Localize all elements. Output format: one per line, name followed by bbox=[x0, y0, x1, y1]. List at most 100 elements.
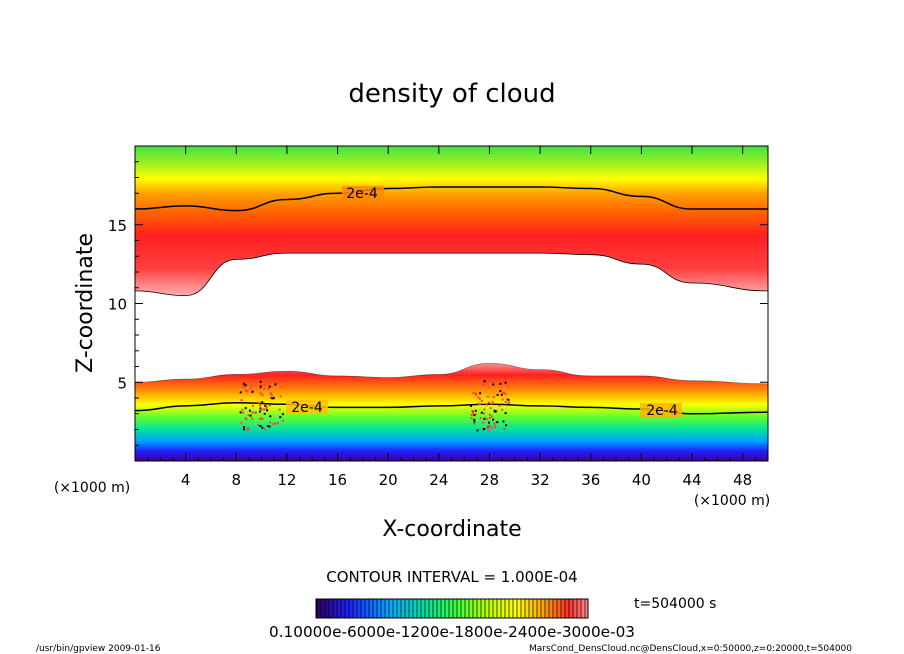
noise-dot bbox=[507, 398, 510, 401]
x-tick-label: 24 bbox=[429, 471, 448, 489]
x-tick-label: 32 bbox=[531, 471, 550, 489]
noise-dot bbox=[486, 395, 489, 398]
noise-dot bbox=[485, 427, 488, 430]
noise-dot bbox=[490, 402, 493, 405]
noise-dot bbox=[262, 408, 265, 411]
noise-dot bbox=[251, 404, 254, 407]
noise-dot bbox=[263, 383, 266, 386]
noise-dot bbox=[251, 390, 254, 393]
noise-dot bbox=[481, 383, 484, 386]
noise-dot bbox=[259, 417, 262, 420]
noise-dot bbox=[281, 380, 284, 383]
noise-dot bbox=[491, 426, 494, 429]
chart-title: density of cloud bbox=[348, 79, 555, 109]
noise-dot bbox=[499, 382, 502, 385]
upper-cloud-layer bbox=[135, 146, 768, 296]
noise-dot bbox=[279, 395, 282, 398]
noise-dot bbox=[507, 401, 510, 404]
noise-dot bbox=[488, 421, 490, 424]
noise-dot bbox=[501, 408, 504, 411]
noise-dot bbox=[487, 425, 490, 428]
noise-dot bbox=[484, 381, 487, 384]
noise-dot bbox=[492, 380, 495, 383]
noise-dot bbox=[494, 426, 496, 429]
noise-dot bbox=[242, 411, 245, 414]
noise-dot bbox=[249, 387, 252, 390]
noise-dot bbox=[475, 393, 478, 396]
noise-dot bbox=[246, 427, 249, 430]
noise-dot bbox=[278, 408, 281, 411]
noise-dot bbox=[502, 379, 505, 382]
noise-dot bbox=[251, 417, 254, 420]
noise-dot bbox=[470, 417, 473, 420]
noise-dot bbox=[487, 401, 490, 404]
noise-dot bbox=[246, 390, 249, 393]
noise-dot bbox=[263, 387, 266, 390]
noise-dot bbox=[488, 416, 491, 419]
noise-dot bbox=[492, 396, 495, 399]
noise-dot bbox=[258, 387, 261, 390]
noise-dot bbox=[244, 389, 247, 392]
noise-dot bbox=[265, 407, 268, 410]
noise-dot bbox=[258, 410, 261, 413]
noise-dot bbox=[246, 379, 249, 382]
noise-dot bbox=[483, 412, 485, 415]
x-tick-label: 20 bbox=[379, 471, 398, 489]
time-label: t=504000 s bbox=[634, 596, 716, 612]
noise-dot bbox=[504, 381, 507, 384]
noise-dot bbox=[504, 412, 507, 415]
noise-dot bbox=[260, 408, 263, 411]
contour-label-bg-lower2 bbox=[286, 400, 328, 414]
noise-dot bbox=[488, 379, 491, 382]
noise-dot bbox=[255, 411, 257, 414]
x-tick-label: 16 bbox=[328, 471, 347, 489]
noise-dot bbox=[474, 409, 477, 412]
noise-dot bbox=[281, 413, 284, 416]
noise-dot bbox=[266, 409, 269, 412]
y-tick-label: 5 bbox=[117, 374, 127, 392]
noise-dot bbox=[494, 424, 497, 427]
x-unit-left: (×1000 m) bbox=[54, 480, 130, 496]
noise-dot bbox=[268, 385, 271, 388]
noise-dot bbox=[480, 411, 483, 414]
noise-dot bbox=[507, 385, 510, 388]
upper-contour-line bbox=[135, 186, 768, 212]
noise-dot bbox=[470, 404, 472, 407]
noise-dot bbox=[474, 413, 477, 416]
noise-dot bbox=[494, 410, 497, 413]
noise-dot bbox=[272, 397, 275, 400]
noise-dot bbox=[472, 411, 474, 414]
noise-dot bbox=[482, 421, 485, 424]
noise-dot bbox=[479, 417, 482, 420]
noise-dot bbox=[477, 396, 480, 399]
noise-dot bbox=[240, 399, 243, 402]
y-tick-label: 15 bbox=[108, 217, 127, 235]
noise-dot bbox=[479, 392, 482, 395]
noise-dot bbox=[263, 379, 266, 382]
noise-dot bbox=[261, 426, 264, 429]
noise-dot bbox=[258, 401, 260, 404]
upper-base-contour bbox=[135, 252, 768, 297]
noise-dot bbox=[503, 428, 506, 430]
noise-dot bbox=[259, 407, 262, 410]
noise-dot bbox=[501, 398, 504, 401]
noise-dot bbox=[239, 411, 242, 414]
noise-dot bbox=[277, 380, 280, 383]
noise-dot bbox=[472, 392, 475, 395]
noise-dot bbox=[267, 387, 270, 390]
noise-dot bbox=[505, 398, 508, 401]
noise-dot bbox=[261, 394, 264, 397]
contour-label-bg-lower1 bbox=[640, 403, 682, 417]
noise-dot bbox=[484, 383, 487, 385]
x-tick-label: 36 bbox=[581, 471, 600, 489]
lower-top-contour bbox=[135, 363, 768, 385]
noise-dot bbox=[492, 418, 495, 421]
contour-label-bg-upper bbox=[342, 186, 384, 200]
noise-dot bbox=[254, 382, 257, 385]
x-tick-label: 12 bbox=[277, 471, 296, 489]
noise-dot bbox=[268, 425, 271, 428]
noise-dot bbox=[244, 407, 247, 410]
plot-area: 2e-4 2e-4 2e-4 bbox=[135, 146, 768, 461]
noise-dot bbox=[243, 379, 246, 382]
noise-dot bbox=[481, 381, 484, 384]
